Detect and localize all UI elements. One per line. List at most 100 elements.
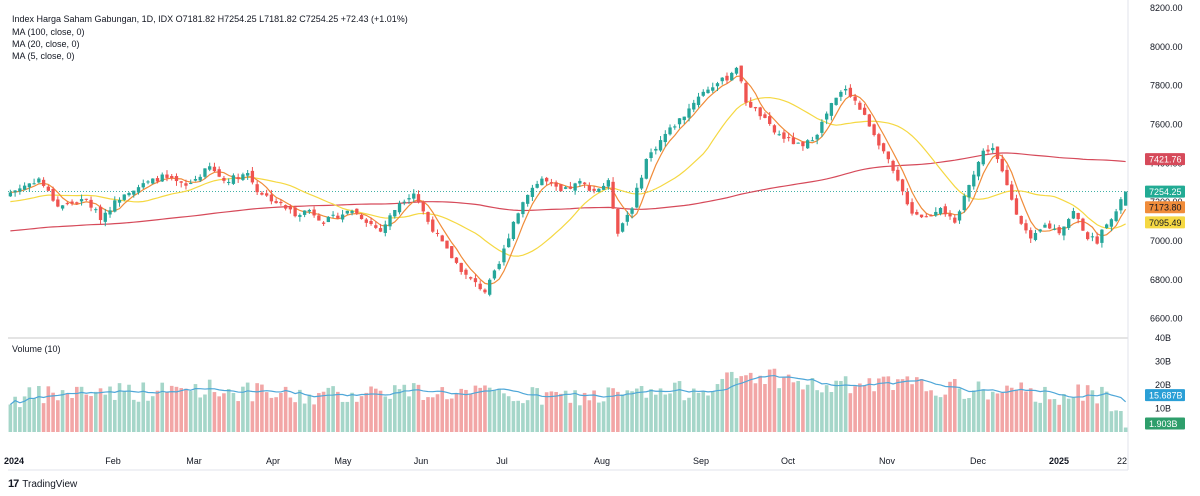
candle [193, 175, 198, 182]
candle-body [127, 193, 131, 196]
candle-body [715, 83, 720, 87]
candle-body [198, 176, 202, 181]
candle [867, 113, 872, 127]
candle-body [953, 217, 957, 223]
volume-legend[interactable]: Volume (10) [12, 344, 61, 354]
candle [639, 174, 644, 191]
volume-bar [321, 391, 326, 432]
volume-bar [260, 384, 264, 432]
candle [227, 178, 231, 186]
candle [56, 196, 60, 208]
candle [677, 118, 682, 129]
candle [929, 214, 933, 217]
ma100-legend[interactable]: MA (100, close, 0) [12, 27, 85, 37]
volume-bar [995, 393, 1000, 432]
price-tick-label: 6800.00 [1150, 275, 1183, 285]
volume-bar [497, 388, 501, 432]
time-tick-label: Sep [693, 456, 709, 466]
candle-body [682, 116, 686, 121]
candle-body [27, 183, 32, 188]
volume-bar [46, 386, 51, 432]
candle [483, 288, 487, 294]
candle-body [668, 127, 672, 135]
volume-bar [896, 379, 900, 432]
candle-body [516, 213, 520, 224]
candle [1100, 229, 1104, 248]
candle [715, 81, 720, 92]
candle [136, 184, 141, 195]
volume-bar [1081, 400, 1085, 432]
candle-body [435, 232, 440, 234]
volume-bar [867, 378, 872, 432]
volume-bar [763, 384, 767, 432]
candle-body [212, 166, 217, 172]
candle [127, 191, 131, 197]
candle-body [84, 198, 88, 200]
candle-body [269, 194, 274, 202]
candle [986, 145, 990, 154]
volume-bar [1038, 402, 1043, 432]
candle-body [331, 214, 335, 216]
volume-bar [639, 386, 644, 432]
volume-bar [668, 393, 672, 432]
candle [981, 148, 985, 167]
volume-bar [478, 387, 483, 432]
volume-bar [250, 401, 255, 432]
candle [1038, 228, 1042, 233]
candle-body [246, 173, 250, 176]
volume-bar [687, 397, 691, 432]
volume-bar [255, 383, 259, 432]
candle [1019, 215, 1023, 226]
candle-body [862, 107, 867, 115]
candle-body [507, 238, 511, 248]
candle [469, 276, 473, 281]
candle-body [725, 75, 729, 81]
volume-bar [682, 400, 687, 432]
candle-body [321, 222, 326, 224]
volume-bar [27, 387, 32, 432]
candle-body [829, 103, 834, 116]
candle [1010, 180, 1014, 201]
candle [317, 213, 321, 221]
time-axis: 2024 Feb Mar Apr May Jun Jul Aug Sep Oct Nov Dec 202… [4, 456, 1127, 466]
ma5-legend[interactable]: MA (5, close, 0) [12, 51, 75, 61]
volume-bar [606, 387, 611, 432]
volume-bar [530, 387, 535, 432]
candle-body [663, 133, 667, 143]
candle [753, 106, 758, 112]
candle [620, 222, 625, 233]
candle [511, 221, 516, 241]
candle-body [79, 199, 84, 202]
time-tick-label: Oct [781, 456, 796, 466]
volume-bar [1000, 392, 1005, 432]
candle-body [630, 208, 634, 214]
candle [445, 240, 449, 249]
candle-body [469, 277, 473, 279]
candle-body [203, 168, 207, 177]
ma20-legend[interactable]: MA (20, close, 0) [12, 39, 80, 49]
volume-bar [440, 387, 445, 432]
candle [663, 130, 667, 147]
candle-body [1081, 218, 1085, 231]
candle-body [412, 193, 416, 199]
price-tick-label: 8000.00 [1150, 42, 1183, 52]
candle-body [302, 210, 307, 215]
volume-bar [1066, 398, 1071, 432]
volume-bar [933, 395, 938, 432]
candle-body [141, 183, 145, 188]
candle-body [1109, 219, 1114, 227]
candle-body [1029, 230, 1033, 239]
tradingview-logo[interactable]: 17 TradingView [8, 478, 77, 490]
volume-bar [150, 396, 155, 432]
time-tick-label: 22 [1117, 456, 1127, 466]
candle-body [60, 205, 65, 209]
candle-body [687, 108, 691, 118]
volume-bar [948, 381, 952, 432]
candle [473, 274, 478, 287]
candle-body [227, 181, 231, 183]
candle [1071, 207, 1076, 220]
candle-body [383, 224, 387, 233]
candle [18, 184, 22, 195]
candle-body [1057, 227, 1061, 234]
